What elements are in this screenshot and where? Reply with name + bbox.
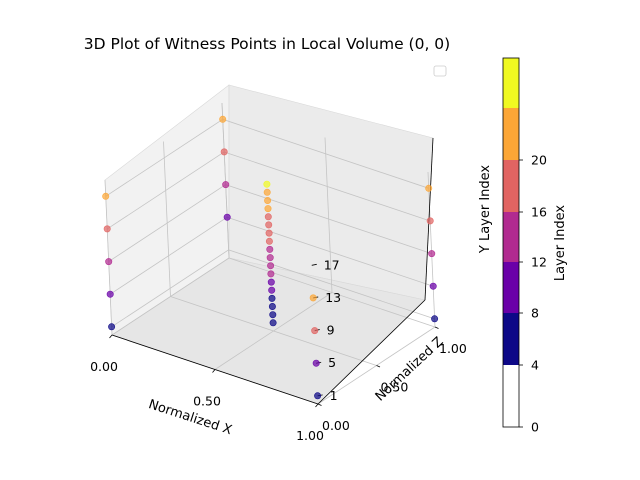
y-tick-label: 1 xyxy=(330,388,338,403)
scatter-point xyxy=(267,270,275,278)
colorbar-outline xyxy=(502,57,520,428)
colorbar-label: Layer Index xyxy=(553,205,568,281)
scatter-point xyxy=(103,225,111,233)
scatter-point xyxy=(314,392,322,400)
x-tick-label: 0.00 xyxy=(90,359,118,374)
z-tick-mark xyxy=(376,365,381,368)
z-tick-label: 0.50 xyxy=(381,380,409,395)
colorbar-segment xyxy=(503,58,519,108)
grid-line-z-left xyxy=(163,141,171,297)
scatter-point xyxy=(428,250,436,258)
grid-line-x-back xyxy=(427,171,436,328)
z-tick-label: 0.00 xyxy=(322,418,350,433)
scatter-point xyxy=(220,148,228,156)
x-tick-label: 1.00 xyxy=(296,428,324,443)
colorbar-tick-label: 16 xyxy=(531,205,547,220)
scatter-point xyxy=(266,245,274,253)
scatter-point xyxy=(309,294,317,302)
scatter-point xyxy=(268,286,276,294)
grid-line-z-left xyxy=(221,102,230,259)
chart-title: 3D Plot of Witness Points in Local Volum… xyxy=(84,35,450,53)
scatter-point xyxy=(223,213,231,221)
scatter-point xyxy=(105,258,113,266)
scatter-point xyxy=(263,180,271,188)
scatter-point xyxy=(264,205,272,213)
grid-line-y-left xyxy=(109,216,228,295)
z-tick-mark xyxy=(317,403,322,406)
scatter-point xyxy=(429,282,437,290)
scatter-point xyxy=(265,229,273,237)
scatter-point xyxy=(106,290,114,298)
grid-line-y-back xyxy=(228,249,435,320)
legend-box xyxy=(433,65,447,77)
scatter-point xyxy=(269,311,277,319)
grid-line-y-left xyxy=(105,118,223,197)
scatter-point xyxy=(426,217,434,225)
colorbar-segment xyxy=(503,160,519,212)
colorbar-tick-label: 4 xyxy=(531,358,539,373)
z-tick-mark xyxy=(434,326,439,329)
grid-line-y-back xyxy=(224,151,431,222)
grid-line-y-back xyxy=(225,184,432,254)
scatter-point xyxy=(265,221,273,229)
grid-line-z-floor xyxy=(170,296,377,366)
grid-line-y-left xyxy=(106,151,225,230)
x-tick-mark xyxy=(212,369,216,373)
grid-line-z-left xyxy=(104,179,113,336)
scatter-point xyxy=(102,192,110,200)
grid-line-y-left xyxy=(111,249,229,328)
colorbar-segment xyxy=(503,313,519,365)
scatter-point xyxy=(268,302,276,310)
x-tick-mark xyxy=(315,403,319,408)
scatter-point xyxy=(267,278,275,286)
y-tick-label: 5 xyxy=(328,355,336,370)
grid-line-y-back xyxy=(227,216,434,287)
grid-lines xyxy=(104,102,436,405)
colorbar-tick-label: 20 xyxy=(531,153,547,168)
y-tick-label: 13 xyxy=(325,290,341,305)
scatter-point xyxy=(268,294,276,302)
z-axis-line xyxy=(317,299,426,405)
scatter-point xyxy=(425,184,433,192)
scatter-points xyxy=(102,115,439,400)
scatter-point xyxy=(311,327,319,335)
scatter-point xyxy=(265,237,273,245)
y-tick-mark xyxy=(311,263,317,266)
x-tick-label: 0.50 xyxy=(193,394,221,409)
y-tick-label: 9 xyxy=(327,323,335,338)
scatter-point xyxy=(431,315,439,323)
scatter-point xyxy=(264,197,272,205)
scatter-point xyxy=(263,188,271,196)
scatter-point xyxy=(108,323,116,331)
colorbar-tick-label: 12 xyxy=(531,255,547,270)
grid-line-z-floor xyxy=(228,257,436,328)
scatter-point xyxy=(312,359,320,367)
colorbar-segment xyxy=(503,212,519,262)
colorbar-segment xyxy=(503,108,519,160)
scatter-point xyxy=(266,254,274,262)
colorbar-tick-label: 0 xyxy=(531,420,539,435)
scatter-point xyxy=(267,262,275,270)
grid-line-y-back xyxy=(222,118,429,189)
colorbar-tick-label: 8 xyxy=(531,306,539,321)
colorbar-segment xyxy=(503,262,519,313)
scatter-point xyxy=(219,115,227,123)
colorbar: 0 4 8 12 16 20 xyxy=(502,57,547,435)
scatter-point xyxy=(269,319,277,327)
z-tick-label: 1.00 xyxy=(439,341,467,356)
y-tick-label: 17 xyxy=(324,257,340,272)
scatter-point xyxy=(222,181,230,189)
grid-line-x-back xyxy=(324,137,333,293)
x-tick-mark xyxy=(109,334,113,339)
scatter-point xyxy=(264,213,272,221)
y-axis-label: Y Layer Index xyxy=(478,165,493,255)
grid-line-y-left xyxy=(108,184,226,262)
colorbar-segment xyxy=(503,365,519,427)
